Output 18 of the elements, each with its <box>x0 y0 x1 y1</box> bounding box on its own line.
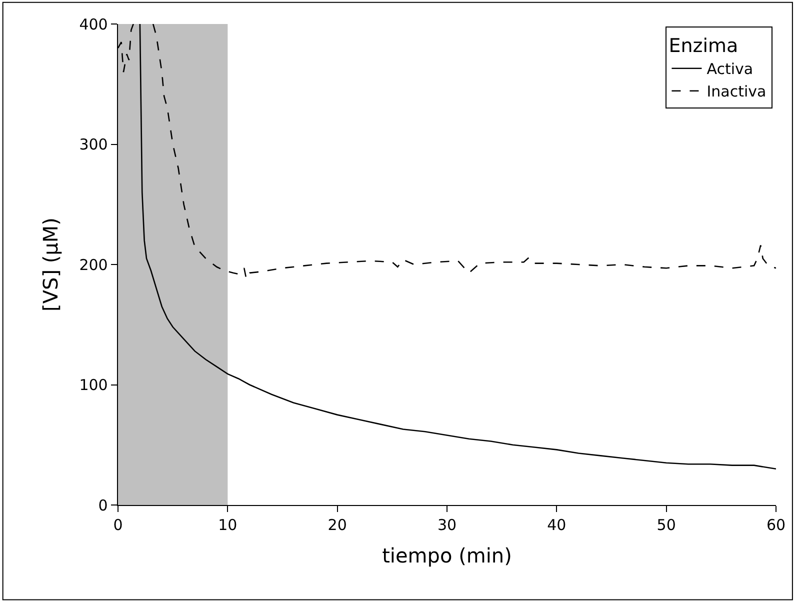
legend-label: Inactiva <box>706 82 766 101</box>
legend-title: Enzima <box>668 35 738 58</box>
x-tick-label: 40 <box>547 516 566 534</box>
y-tick-label: 0 <box>98 496 108 514</box>
y-tick-label: 300 <box>79 136 108 154</box>
y-tick-label: 400 <box>79 15 108 34</box>
legend-label: Activa <box>706 60 754 78</box>
x-tick-label: 50 <box>656 516 676 534</box>
x-tick-label: 20 <box>328 516 347 534</box>
x-tick-label: 60 <box>766 516 786 534</box>
y-tick-label: 200 <box>79 256 108 274</box>
y-axis-title: [VS] (µM) <box>38 218 63 312</box>
x-tick-label: 0 <box>113 516 123 534</box>
x-tick-label: 30 <box>437 516 457 534</box>
x-axis-title: tiempo (min) <box>382 544 512 568</box>
line-series <box>139 24 776 470</box>
y-tick-label: 100 <box>79 376 108 394</box>
x-tick-label: 10 <box>218 516 238 534</box>
